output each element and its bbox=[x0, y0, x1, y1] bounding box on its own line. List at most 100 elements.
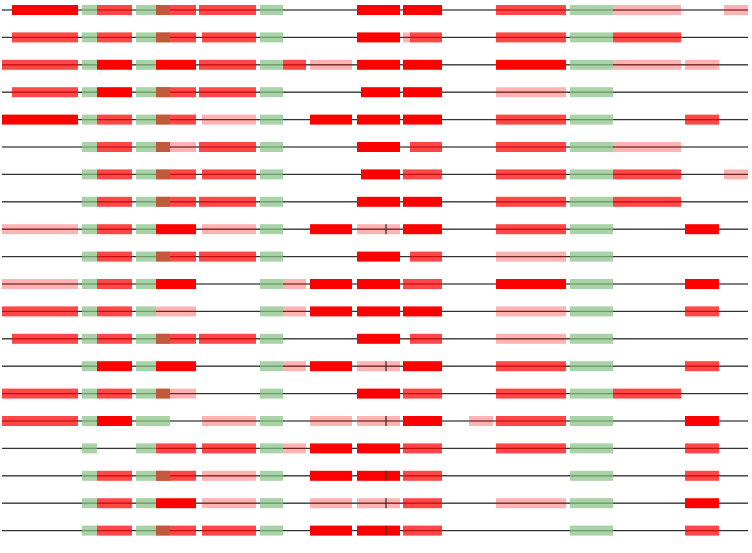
red-segment bbox=[357, 498, 400, 509]
track-row bbox=[2, 388, 748, 399]
red-segment bbox=[357, 525, 400, 536]
red-segment bbox=[685, 470, 719, 481]
green-segment bbox=[136, 443, 156, 454]
red-segment bbox=[97, 388, 132, 399]
green-segment bbox=[260, 306, 283, 317]
red-segment bbox=[156, 59, 196, 70]
red-segment bbox=[310, 306, 352, 317]
red-segment bbox=[97, 87, 132, 98]
green-segment bbox=[136, 87, 156, 98]
green-segment bbox=[82, 169, 97, 180]
red-segment bbox=[156, 443, 196, 454]
red-segment bbox=[202, 114, 256, 125]
red-segment bbox=[613, 388, 681, 399]
red-segment bbox=[357, 333, 400, 344]
overlap-segment bbox=[156, 5, 170, 15]
green-segment bbox=[136, 470, 156, 481]
red-segment bbox=[357, 32, 400, 43]
track-row bbox=[2, 114, 748, 125]
red-segment bbox=[357, 196, 400, 207]
red-segment bbox=[156, 333, 196, 344]
track-row bbox=[2, 196, 748, 207]
red-segment bbox=[357, 416, 400, 426]
green-segment bbox=[82, 32, 97, 43]
red-segment bbox=[685, 416, 719, 426]
red-segment bbox=[357, 224, 400, 235]
green-segment bbox=[136, 196, 156, 207]
green-segment bbox=[82, 142, 97, 152]
red-segment bbox=[310, 114, 352, 125]
red-segment bbox=[97, 32, 132, 43]
red-segment bbox=[403, 388, 442, 399]
red-segment bbox=[613, 142, 681, 152]
red-segment bbox=[202, 224, 256, 235]
green-segment bbox=[136, 416, 170, 426]
red-segment bbox=[310, 361, 352, 372]
green-segment bbox=[136, 59, 156, 70]
green-segment bbox=[260, 142, 283, 152]
overlap-segment bbox=[156, 388, 170, 399]
red-segment bbox=[310, 416, 352, 426]
green-segment bbox=[570, 169, 613, 180]
red-segment bbox=[357, 59, 400, 70]
red-segment bbox=[202, 32, 256, 43]
red-segment bbox=[613, 32, 681, 43]
track-row bbox=[2, 361, 748, 372]
green-segment bbox=[260, 470, 283, 481]
red-segment bbox=[613, 196, 681, 207]
red-segment bbox=[97, 361, 132, 372]
green-segment bbox=[570, 470, 613, 481]
overlap-segment bbox=[156, 114, 170, 125]
red-segment bbox=[97, 279, 132, 289]
red-segment bbox=[403, 114, 442, 125]
track-row bbox=[2, 279, 748, 289]
green-segment bbox=[570, 279, 613, 289]
green-segment bbox=[260, 59, 283, 70]
red-segment bbox=[403, 5, 442, 15]
green-segment bbox=[82, 333, 97, 344]
green-segment bbox=[136, 32, 156, 43]
red-segment bbox=[469, 416, 493, 426]
red-segment bbox=[199, 59, 256, 70]
red-segment bbox=[403, 416, 442, 426]
red-segment bbox=[202, 416, 256, 426]
green-segment bbox=[136, 333, 156, 344]
green-segment bbox=[82, 87, 97, 98]
red-segment bbox=[496, 114, 566, 125]
green-segment bbox=[260, 87, 283, 98]
red-segment bbox=[403, 32, 410, 43]
track-row bbox=[2, 306, 748, 317]
overlap-segment bbox=[156, 169, 170, 180]
red-segment bbox=[496, 443, 566, 454]
red-segment bbox=[97, 114, 132, 125]
red-segment bbox=[2, 59, 78, 70]
red-segment bbox=[156, 306, 196, 317]
green-segment bbox=[260, 361, 283, 372]
green-segment bbox=[136, 279, 156, 289]
red-segment bbox=[685, 224, 719, 235]
red-segment bbox=[361, 169, 400, 180]
red-segment bbox=[403, 498, 442, 509]
red-segment bbox=[156, 498, 196, 509]
green-segment bbox=[82, 416, 97, 426]
track-row bbox=[2, 416, 748, 426]
green-segment bbox=[570, 142, 613, 152]
red-segment bbox=[97, 5, 132, 15]
red-segment bbox=[685, 306, 719, 317]
red-segment bbox=[613, 59, 681, 70]
red-segment bbox=[357, 388, 400, 399]
red-segment bbox=[357, 279, 400, 289]
red-segment bbox=[496, 59, 566, 70]
red-segment bbox=[496, 5, 566, 15]
red-segment bbox=[156, 5, 196, 15]
red-segment bbox=[156, 114, 196, 125]
overlap-segment bbox=[156, 142, 170, 152]
red-segment bbox=[310, 224, 352, 235]
green-segment bbox=[136, 361, 156, 372]
green-segment bbox=[82, 388, 97, 399]
red-segment bbox=[685, 114, 719, 125]
green-segment bbox=[570, 306, 613, 317]
red-segment bbox=[2, 388, 78, 399]
red-segment bbox=[97, 525, 132, 536]
